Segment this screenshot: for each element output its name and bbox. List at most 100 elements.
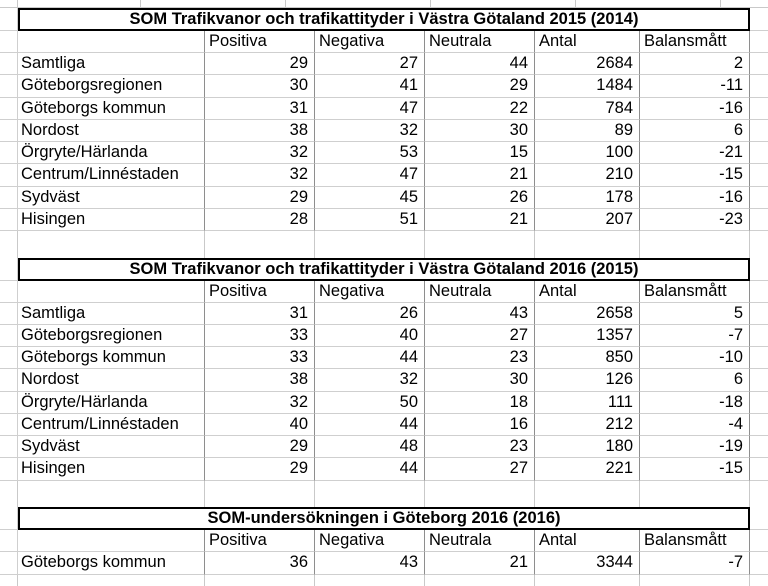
column-header-neutrala[interactable]: Neutrala bbox=[425, 280, 535, 303]
value-cell[interactable]: 89 bbox=[535, 119, 640, 142]
value-cell[interactable]: 47 bbox=[315, 97, 425, 120]
value-cell[interactable]: 1357 bbox=[535, 324, 640, 347]
value-cell[interactable]: 2 bbox=[640, 53, 750, 76]
value-cell[interactable]: 178 bbox=[535, 186, 640, 209]
value-cell[interactable]: 29 bbox=[205, 186, 315, 209]
value-cell[interactable]: -4 bbox=[640, 413, 750, 436]
row-label[interactable]: Centrum/Linnéstaden bbox=[18, 164, 205, 187]
value-cell[interactable]: 33 bbox=[205, 347, 315, 370]
column-header-antal[interactable]: Antal bbox=[535, 31, 640, 53]
value-cell[interactable]: 26 bbox=[425, 186, 535, 209]
value-cell[interactable]: 44 bbox=[425, 53, 535, 76]
value-cell[interactable]: 28 bbox=[205, 208, 315, 231]
value-cell[interactable]: 43 bbox=[425, 302, 535, 325]
value-cell[interactable]: 40 bbox=[205, 413, 315, 436]
value-cell[interactable]: 31 bbox=[205, 302, 315, 325]
value-cell[interactable]: -16 bbox=[640, 186, 750, 209]
value-cell[interactable]: 29 bbox=[425, 75, 535, 98]
value-cell[interactable]: 30 bbox=[425, 369, 535, 392]
value-cell[interactable]: 51 bbox=[315, 208, 425, 231]
row-label[interactable]: Hisingen bbox=[18, 208, 205, 231]
value-cell[interactable]: 5 bbox=[640, 302, 750, 325]
value-cell[interactable]: -15 bbox=[640, 164, 750, 187]
value-cell[interactable]: -21 bbox=[640, 142, 750, 165]
value-cell[interactable]: 32 bbox=[205, 142, 315, 165]
row-label[interactable]: Centrum/Linnéstaden bbox=[18, 413, 205, 436]
column-header-balansmatt[interactable]: Balansmått bbox=[640, 280, 750, 303]
column-header-antal[interactable]: Antal bbox=[535, 280, 640, 303]
value-cell[interactable]: 32 bbox=[315, 369, 425, 392]
value-cell[interactable]: 21 bbox=[425, 552, 535, 575]
value-cell[interactable]: 29 bbox=[205, 436, 315, 459]
value-cell[interactable]: 2684 bbox=[535, 53, 640, 76]
value-cell[interactable]: 50 bbox=[315, 391, 425, 414]
value-cell[interactable]: 207 bbox=[535, 208, 640, 231]
value-cell[interactable]: 44 bbox=[315, 347, 425, 370]
row-label[interactable]: Samtliga bbox=[18, 302, 205, 325]
value-cell[interactable]: 53 bbox=[315, 142, 425, 165]
value-cell[interactable]: 27 bbox=[425, 324, 535, 347]
value-cell[interactable]: -19 bbox=[640, 436, 750, 459]
value-cell[interactable]: 30 bbox=[205, 75, 315, 98]
row-label[interactable]: Göteborgsregionen bbox=[18, 75, 205, 98]
value-cell[interactable]: 126 bbox=[535, 369, 640, 392]
row-label[interactable]: Göteborgs kommun bbox=[18, 347, 205, 370]
value-cell[interactable]: 45 bbox=[315, 186, 425, 209]
value-cell[interactable]: 6 bbox=[640, 369, 750, 392]
value-cell[interactable]: 23 bbox=[425, 436, 535, 459]
value-cell[interactable]: -7 bbox=[640, 552, 750, 575]
column-header-negativa[interactable]: Negativa bbox=[315, 530, 425, 552]
value-cell[interactable]: -23 bbox=[640, 208, 750, 231]
value-cell[interactable]: -15 bbox=[640, 458, 750, 481]
column-header-negativa[interactable]: Negativa bbox=[315, 280, 425, 303]
table-title[interactable]: SOM Trafikvanor och trafikattityder i Vä… bbox=[18, 257, 750, 281]
value-cell[interactable]: 1484 bbox=[535, 75, 640, 98]
value-cell[interactable]: 27 bbox=[425, 458, 535, 481]
column-header-positiva[interactable]: Positiva bbox=[205, 31, 315, 53]
row-label[interactable]: Nordost bbox=[18, 369, 205, 392]
value-cell[interactable]: 23 bbox=[425, 347, 535, 370]
table-title[interactable]: SOM-undersökningen i Göteborg 2016 (2016… bbox=[18, 507, 750, 530]
value-cell[interactable]: 29 bbox=[205, 53, 315, 76]
value-cell[interactable]: 2658 bbox=[535, 302, 640, 325]
value-cell[interactable]: 41 bbox=[315, 75, 425, 98]
column-header-antal[interactable]: Antal bbox=[535, 530, 640, 552]
row-label[interactable]: Göteborgs kommun bbox=[18, 552, 205, 575]
value-cell[interactable]: 36 bbox=[205, 552, 315, 575]
value-cell[interactable]: 100 bbox=[535, 142, 640, 165]
value-cell[interactable]: -18 bbox=[640, 391, 750, 414]
value-cell[interactable]: 32 bbox=[205, 164, 315, 187]
value-cell[interactable]: 21 bbox=[425, 164, 535, 187]
value-cell[interactable]: 30 bbox=[425, 119, 535, 142]
column-header-neutrala[interactable]: Neutrala bbox=[425, 530, 535, 552]
value-cell[interactable]: 48 bbox=[315, 436, 425, 459]
value-cell[interactable]: 18 bbox=[425, 391, 535, 414]
value-cell[interactable]: 38 bbox=[205, 369, 315, 392]
value-cell[interactable]: 44 bbox=[315, 458, 425, 481]
value-cell[interactable]: 210 bbox=[535, 164, 640, 187]
row-label[interactable]: Hisingen bbox=[18, 458, 205, 481]
value-cell[interactable]: -7 bbox=[640, 324, 750, 347]
value-cell[interactable]: 29 bbox=[205, 458, 315, 481]
column-header-negativa[interactable]: Negativa bbox=[315, 31, 425, 53]
value-cell[interactable]: 32 bbox=[315, 119, 425, 142]
column-header-positiva[interactable]: Positiva bbox=[205, 530, 315, 552]
value-cell[interactable]: 43 bbox=[315, 552, 425, 575]
value-cell[interactable]: 212 bbox=[535, 413, 640, 436]
value-cell[interactable]: 221 bbox=[535, 458, 640, 481]
row-label[interactable]: Samtliga bbox=[18, 53, 205, 76]
column-header-balansmatt[interactable]: Balansmått bbox=[640, 530, 750, 552]
value-cell[interactable]: 850 bbox=[535, 347, 640, 370]
table-title[interactable]: SOM Trafikvanor och trafikattityder i Vä… bbox=[18, 8, 750, 31]
row-label-header-cell[interactable] bbox=[18, 280, 205, 303]
value-cell[interactable]: 22 bbox=[425, 97, 535, 120]
column-header-balansmatt[interactable]: Balansmått bbox=[640, 31, 750, 53]
row-label[interactable]: Sydväst bbox=[18, 436, 205, 459]
value-cell[interactable]: 33 bbox=[205, 324, 315, 347]
row-label[interactable]: Örgryte/Härlanda bbox=[18, 142, 205, 165]
value-cell[interactable]: -10 bbox=[640, 347, 750, 370]
column-header-neutrala[interactable]: Neutrala bbox=[425, 31, 535, 53]
value-cell[interactable]: 21 bbox=[425, 208, 535, 231]
value-cell[interactable]: 784 bbox=[535, 97, 640, 120]
value-cell[interactable]: 47 bbox=[315, 164, 425, 187]
